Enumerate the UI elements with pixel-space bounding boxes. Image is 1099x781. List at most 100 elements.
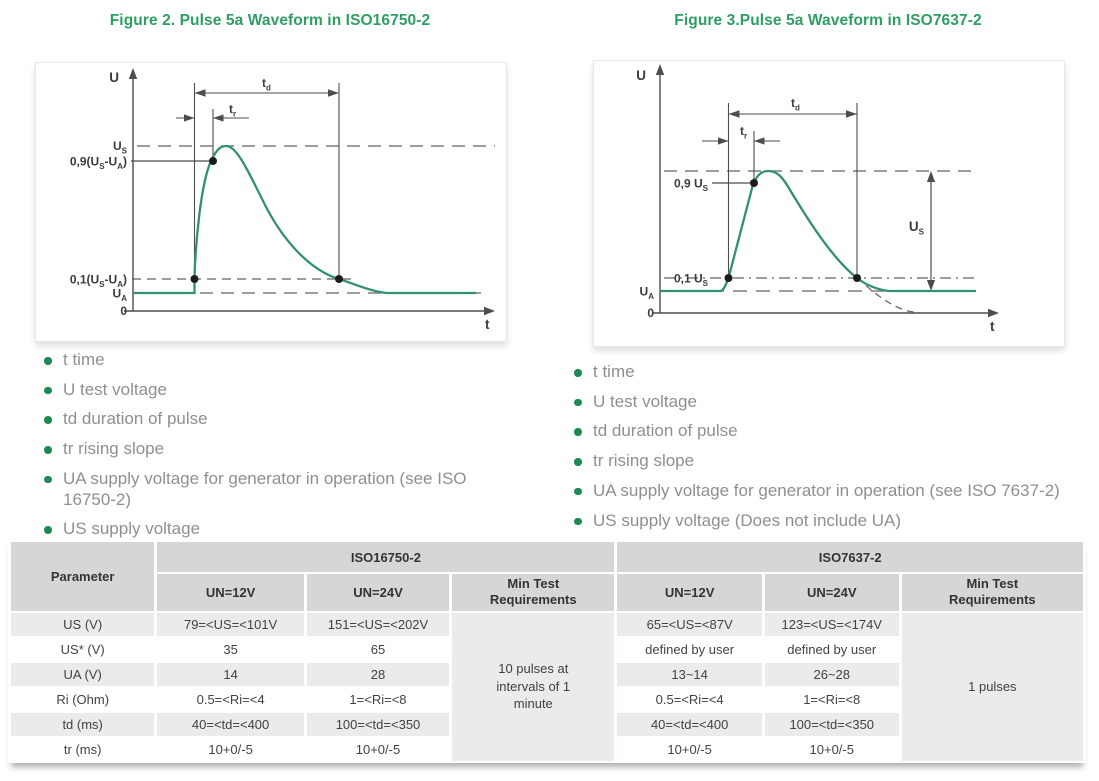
parameters-table: Parameter ISO16750-2 ISO7637-2 UN=12V UN… — [8, 540, 1086, 763]
parameters-table-wrapper: Parameter ISO16750-2 ISO7637-2 UN=12V UN… — [8, 540, 1086, 763]
list-item: tr rising slope — [38, 439, 508, 460]
value-cell: 79=<US=<101V — [157, 612, 304, 636]
min-test-requirements-iso7637-cell: 1 pulses — [901, 612, 1083, 761]
param-cell: tr (ms) — [11, 737, 155, 761]
list-item: UA supply voltage for generator in opera… — [38, 469, 508, 510]
fig2-tr-label: tr — [229, 102, 236, 119]
list-item: US supply voltage — [38, 519, 508, 540]
figure3-title: Figure 3.Pulse 5a Waveform in ISO7637-2 — [674, 12, 982, 29]
fig2-t-axis-label: t — [485, 317, 490, 332]
figure3-legend-list: t time U test voltage td duration of pul… — [568, 362, 1096, 540]
value-cell: 123=<US=<174V — [764, 612, 899, 636]
list-item: U test voltage — [38, 380, 508, 401]
fig2-td-label: td — [262, 76, 271, 93]
table-row: UA (V) 14 28 13~14 26~28 — [11, 662, 1083, 686]
value-cell: defined by user — [764, 637, 899, 661]
table-row: tr (ms) 10+0/-5 10+0/-5 10+0/-5 10+0/-5 — [11, 737, 1083, 761]
list-item: US supply voltage (Does not include UA) — [568, 511, 1096, 532]
value-cell: 0.5=<Ri=<4 — [157, 687, 304, 711]
value-cell: 10+0/-5 — [157, 737, 304, 761]
value-cell: defined by user — [617, 637, 762, 661]
fig3-zero-label: 0 — [647, 306, 654, 320]
fig2-axes — [124, 68, 495, 316]
list-item: t time — [38, 350, 508, 371]
figure2-waveform-diagram: U t US 0,9(US-UA) 0,1(US-UA) UA 0 td tr — [70, 68, 495, 332]
value-cell: 40=<td=<400 — [157, 712, 304, 736]
value-cell: 65 — [306, 637, 450, 661]
fig3-09us-label: 0,9 US — [674, 177, 709, 194]
column-header-un12v-iso16750: UN=12V — [157, 574, 304, 611]
value-cell: 0.5=<Ri=<4 — [617, 687, 762, 711]
fig3-01us-label: 0,1 US — [674, 272, 709, 289]
group-header-iso16750-2: ISO16750-2 — [157, 542, 615, 572]
fig3-ua-label: UA — [640, 285, 655, 302]
param-cell: US (V) — [11, 612, 155, 636]
min-test-requirements-iso16750-cell: 10 pulses at intervals of 1 minute — [452, 612, 615, 761]
fig3-u-axis-label: U — [636, 68, 646, 83]
figure3-waveform-diagram: U t 0,9 US 0,1 US UA 0 td tr US — [636, 64, 999, 334]
value-cell: 28 — [306, 662, 450, 686]
figure2-legend-list: t time U test voltage td duration of pul… — [38, 350, 508, 549]
fig2-u-axis-label: U — [109, 70, 119, 85]
fig2-data-points — [190, 157, 343, 283]
fig2-zero-label: 0 — [120, 304, 127, 318]
fig3-us-label: US — [909, 219, 925, 237]
fig2-09us-ua-label: 0,9(US-UA) — [70, 155, 127, 172]
value-cell: 14 — [157, 662, 304, 686]
fig3-us-arrow — [926, 171, 936, 291]
table-row: US (V) 79=<US=<101V 151=<US=<202V 10 pul… — [11, 612, 1083, 761]
fig3-t-axis-label: t — [990, 319, 995, 334]
value-cell: 100=<td=<350 — [306, 712, 450, 736]
fig2-dashed-levels — [132, 145, 495, 294]
figure2-panel: U t US 0,9(US-UA) 0,1(US-UA) UA 0 td tr — [35, 62, 507, 342]
fig3-axes — [652, 64, 999, 318]
list-item: tr rising slope — [568, 451, 1096, 472]
list-item: td duration of pulse — [568, 421, 1096, 442]
param-cell: US* (V) — [11, 637, 155, 661]
value-cell: 13~14 — [617, 662, 762, 686]
column-header-min-test-iso7637: Min Test Requirements — [901, 574, 1083, 611]
fig2-ua-label: UA — [113, 287, 128, 304]
value-cell: 26~28 — [764, 662, 899, 686]
table-row: Ri (Ohm) 0.5=<Ri=<4 1=<Ri=<8 0.5=<Ri=<4 … — [11, 687, 1083, 711]
list-item: U test voltage — [568, 392, 1096, 413]
value-cell: 35 — [157, 637, 304, 661]
list-item: UA supply voltage for generator in opera… — [568, 481, 1096, 502]
fig3-td-label: td — [791, 96, 800, 113]
fig3-tr-label: tr — [740, 124, 747, 141]
column-header-un12v-iso7637: UN=12V — [617, 574, 762, 611]
table-row: td (ms) 40=<td=<400 100=<td=<350 40=<td=… — [11, 712, 1083, 736]
list-item: t time — [568, 362, 1096, 383]
fig3-data-points — [724, 179, 861, 282]
fig2-us-label: US — [113, 139, 128, 156]
param-cell: UA (V) — [11, 662, 155, 686]
value-cell: 40=<td=<400 — [617, 712, 762, 736]
figure2-title: Figure 2. Pulse 5a Waveform in ISO16750-… — [109, 12, 431, 29]
param-cell: td (ms) — [11, 712, 155, 736]
param-cell: Ri (Ohm) — [11, 687, 155, 711]
value-cell: 10+0/-5 — [764, 737, 899, 761]
value-cell: 10+0/-5 — [617, 737, 762, 761]
fig3-tr-dimension — [702, 131, 780, 180]
value-cell: 65=<US=<87V — [617, 612, 762, 636]
column-header-parameter: Parameter — [11, 542, 155, 611]
fig2-01us-ua-label: 0,1(US-UA) — [70, 273, 127, 290]
value-cell: 1=<Ri=<8 — [764, 687, 899, 711]
list-item: td duration of pulse — [38, 409, 508, 430]
value-cell: 1=<Ri=<8 — [306, 687, 450, 711]
fig3-dashed-levels — [664, 170, 976, 292]
column-header-un24v-iso16750: UN=24V — [306, 574, 450, 611]
fig3-dashed-decay-curve — [856, 277, 929, 314]
fig2-td-dimension — [193, 83, 340, 275]
value-cell: 151=<US=<202V — [306, 612, 450, 636]
group-header-iso7637-2: ISO7637-2 — [617, 542, 1083, 572]
value-cell: 100=<td=<350 — [764, 712, 899, 736]
fig2-waveform-curve — [133, 144, 476, 295]
fig2-tr-dimension — [176, 109, 249, 158]
table-row: US* (V) 35 65 defined by user defined by… — [11, 637, 1083, 661]
value-cell: 10+0/-5 — [306, 737, 450, 761]
figure3-panel: U t 0,9 US 0,1 US UA 0 td tr US — [593, 60, 1065, 347]
fig3-td-dimension — [727, 103, 858, 274]
column-header-un24v-iso7637: UN=24V — [764, 574, 899, 611]
